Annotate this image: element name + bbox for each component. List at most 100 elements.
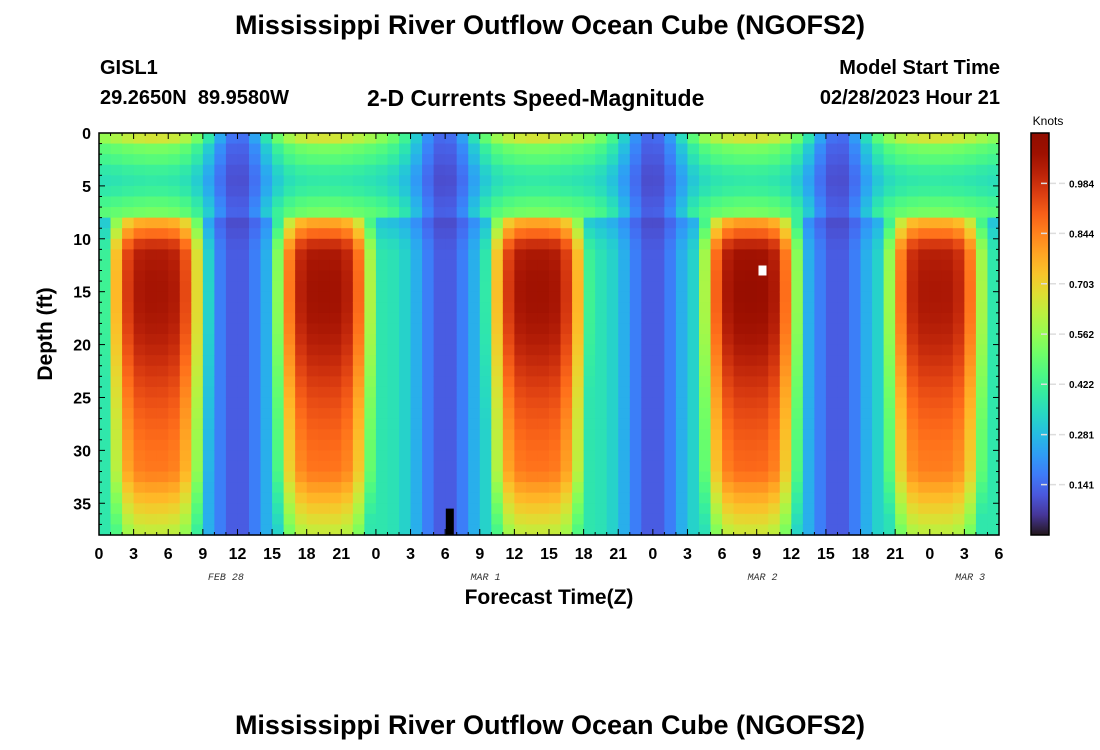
heatmap-cell <box>329 249 342 261</box>
heatmap-cell <box>710 143 723 155</box>
heatmap-cell <box>214 334 227 346</box>
heatmap-cell <box>652 344 665 356</box>
heatmap-cell <box>318 291 331 303</box>
heatmap-cell <box>549 270 562 282</box>
colorbar-tick-label: 0.141 <box>1069 481 1094 492</box>
heatmap-cell <box>237 418 250 430</box>
date-label: MAR 2 <box>747 573 777 584</box>
heatmap-cell <box>964 164 977 176</box>
heatmap-cell <box>237 344 250 356</box>
heatmap-cell <box>756 323 769 335</box>
heatmap-cell <box>837 154 850 166</box>
heatmap-cell <box>364 228 377 240</box>
heatmap-cell <box>329 471 342 483</box>
heatmap-cell <box>537 133 550 145</box>
heatmap-cell <box>768 164 781 176</box>
heatmap-cell <box>145 355 158 367</box>
heatmap-cell <box>387 492 400 504</box>
heatmap-cell <box>537 450 550 462</box>
heatmap-cell <box>537 503 550 515</box>
heatmap-cell <box>918 386 931 399</box>
heatmap-cell <box>929 175 942 187</box>
heatmap-cell <box>260 164 273 176</box>
heatmap-cell <box>468 418 481 430</box>
heatmap-cell <box>618 503 631 515</box>
heatmap-cell <box>410 302 423 314</box>
heatmap-cell <box>549 185 562 198</box>
heatmap-cell <box>168 175 181 187</box>
heatmap-cell <box>295 386 308 399</box>
heatmap-cell <box>272 386 285 399</box>
heatmap-cell <box>952 270 965 282</box>
heatmap-cell <box>214 207 227 219</box>
heatmap-cell <box>179 503 192 515</box>
heatmap-cell <box>560 249 573 261</box>
heatmap-cell <box>168 408 181 420</box>
heatmap-cell <box>768 302 781 314</box>
heatmap-cell <box>295 376 308 388</box>
heatmap-cell <box>975 418 989 430</box>
heatmap-cell <box>237 355 250 367</box>
heatmap-cell <box>918 418 931 430</box>
heatmap-cell <box>445 249 458 261</box>
heatmap-cell <box>872 439 885 451</box>
heatmap-cell <box>514 439 527 451</box>
heatmap-cell <box>675 513 689 526</box>
heatmap-cell <box>849 397 862 409</box>
heatmap-cell <box>133 154 146 166</box>
heatmap-cell <box>387 291 400 303</box>
heatmap-cell <box>722 503 735 515</box>
heatmap-cell <box>699 196 712 208</box>
heatmap-cell <box>629 249 642 261</box>
heatmap-cell <box>756 418 769 430</box>
heatmap-cell <box>756 344 769 356</box>
heatmap-cell <box>987 228 1000 240</box>
heatmap-cell <box>618 302 631 314</box>
heatmap-cell <box>745 143 758 155</box>
heatmap-cell <box>699 238 712 250</box>
heatmap-cell <box>906 291 919 303</box>
heatmap-cell <box>641 355 654 367</box>
heatmap-cell <box>179 281 192 293</box>
heatmap-cell <box>145 344 158 356</box>
heatmap-cell <box>168 450 181 462</box>
heatmap-cell <box>237 281 250 293</box>
heatmap-cell <box>168 492 181 504</box>
heatmap-cell <box>456 418 469 430</box>
heatmap-cell <box>272 249 285 261</box>
heatmap-cell <box>133 164 146 176</box>
heatmap-cell <box>422 281 435 293</box>
heatmap-cell <box>791 482 804 494</box>
heatmap-cell <box>179 291 192 303</box>
heatmap-cell <box>422 270 435 282</box>
heatmap-cell <box>295 228 308 240</box>
heatmap-cell <box>179 492 192 504</box>
heatmap-cell <box>606 471 619 483</box>
heatmap-cell <box>491 460 504 473</box>
heatmap-cell <box>179 164 192 176</box>
heatmap-cell <box>895 164 908 176</box>
heatmap-cell <box>549 492 562 504</box>
heatmap-cell <box>560 482 573 494</box>
heatmap-cell <box>445 164 458 176</box>
heatmap-cell <box>641 281 654 293</box>
heatmap-cell <box>802 175 815 187</box>
heatmap-cell <box>295 429 308 441</box>
heatmap-cell <box>699 217 712 229</box>
heatmap-cell <box>664 281 677 293</box>
heatmap-cell <box>341 185 354 198</box>
heatmap-cell <box>122 238 135 250</box>
heatmap-cell <box>352 450 365 462</box>
heatmap-cell <box>606 482 619 494</box>
heatmap-cell <box>906 175 919 187</box>
heatmap-cell <box>168 228 181 240</box>
heatmap-cell <box>664 355 677 367</box>
heatmap-cell <box>283 228 296 240</box>
heatmap-cell <box>733 482 746 494</box>
heatmap-cell <box>329 291 342 303</box>
heatmap-cell <box>387 429 400 441</box>
heatmap-cell <box>929 323 942 335</box>
heatmap-cell <box>375 154 389 166</box>
heatmap-cell <box>456 439 469 451</box>
heatmap-cell <box>537 323 550 335</box>
